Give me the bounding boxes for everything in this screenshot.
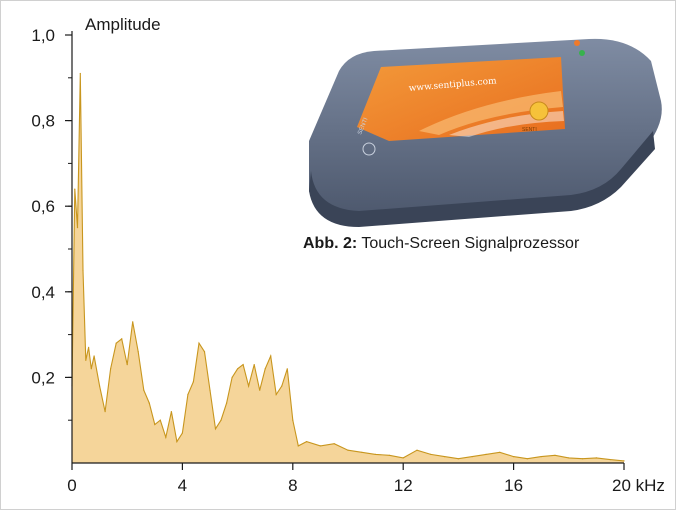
spectrum-point bbox=[623, 460, 625, 462]
spectrum-point bbox=[306, 441, 308, 443]
spectrum-point bbox=[115, 342, 117, 344]
spectrum-point bbox=[88, 346, 90, 348]
spectrum-point bbox=[126, 364, 128, 366]
y-tick-label: 0,2 bbox=[31, 368, 55, 387]
spectrum-point bbox=[485, 453, 487, 455]
spectrum-point bbox=[170, 411, 172, 413]
figure-caption: Abb. 2: Touch-Screen Signalprozessor bbox=[303, 235, 579, 253]
x-tick-label: 20 kHz bbox=[612, 476, 665, 495]
spectrum-point bbox=[375, 453, 377, 455]
spectrum-point bbox=[99, 385, 101, 387]
spectrum-point bbox=[595, 457, 598, 459]
spectrum-point bbox=[159, 419, 161, 421]
spectrum-point bbox=[319, 445, 321, 447]
spectrum-point bbox=[471, 456, 473, 458]
spectrum-point bbox=[154, 423, 156, 426]
spectrum-point bbox=[137, 351, 139, 353]
spectrum-point bbox=[93, 355, 95, 357]
spectrum-point bbox=[286, 368, 288, 370]
signal-processor-device-image: www.sentiplus.com SENTI SENTI bbox=[309, 38, 662, 227]
spectrum-point bbox=[388, 454, 390, 456]
caption-label: Abb. 2: bbox=[303, 235, 358, 252]
spectrum-point bbox=[187, 393, 189, 396]
spectrum-point bbox=[181, 432, 183, 434]
spectrum-point bbox=[121, 338, 123, 340]
spectrum-point bbox=[297, 445, 299, 447]
spectrum-point bbox=[237, 368, 239, 370]
spectrum-point bbox=[275, 393, 277, 396]
spectrum-point bbox=[192, 381, 194, 383]
spectrum-point bbox=[226, 402, 228, 404]
spectrum-point bbox=[248, 385, 250, 387]
y-tick-label: 0,6 bbox=[31, 197, 55, 216]
spectrum-point bbox=[79, 72, 81, 75]
spectrum-point bbox=[347, 449, 349, 451]
spectrum-area-0 bbox=[72, 73, 624, 463]
spectrum-point bbox=[270, 355, 272, 357]
spectrum-point bbox=[132, 321, 134, 323]
spectrum-point bbox=[526, 458, 529, 460]
spectrum-point bbox=[203, 351, 206, 353]
spectrum-line-0 bbox=[71, 73, 625, 462]
spectrum-point bbox=[264, 368, 266, 370]
spectrum-point bbox=[104, 411, 106, 413]
caption-text: Touch-Screen Signalprozessor bbox=[357, 235, 580, 252]
x-tick-label: 0 bbox=[67, 476, 76, 495]
y-tick-label: 0,8 bbox=[31, 112, 55, 131]
spectrum-point bbox=[198, 342, 200, 344]
y-tick-label: 1,0 bbox=[31, 26, 55, 45]
spectrum-point bbox=[220, 419, 222, 421]
spectrum-point bbox=[76, 227, 79, 229]
spectrum-point bbox=[513, 456, 515, 458]
spectrum-point bbox=[110, 368, 112, 370]
spectrum-point bbox=[85, 359, 87, 361]
spectrum-point bbox=[554, 454, 556, 456]
spectrum-point bbox=[281, 385, 283, 387]
spectrum-point bbox=[74, 188, 76, 190]
spectrum-point bbox=[214, 428, 217, 430]
spectrum-point bbox=[148, 402, 150, 404]
spectrum-point bbox=[402, 457, 404, 459]
spectrum-point bbox=[143, 389, 145, 391]
spectrum-point bbox=[430, 453, 432, 455]
spectrum-point bbox=[82, 269, 84, 271]
device-screen-brand: SENTI bbox=[522, 127, 537, 133]
y-tick-label: 0,4 bbox=[31, 283, 55, 302]
spectrum-point bbox=[242, 364, 244, 366]
spectrum-point bbox=[292, 419, 294, 421]
spectrum-point bbox=[457, 458, 459, 460]
x-tick-label: 8 bbox=[288, 476, 297, 495]
x-tick-label: 12 bbox=[394, 476, 413, 495]
spectrum-point bbox=[416, 449, 418, 451]
spectrum-point bbox=[90, 368, 92, 370]
spectrum-point bbox=[176, 441, 178, 443]
spectrum-point bbox=[444, 456, 446, 458]
spectrum-point bbox=[568, 457, 570, 459]
spectrum-point bbox=[499, 451, 501, 453]
spectrum-point bbox=[361, 451, 363, 453]
x-tick-label: 16 bbox=[504, 476, 523, 495]
spectrum-point bbox=[333, 443, 335, 445]
spectrum-point bbox=[540, 456, 542, 458]
spectrum-point bbox=[582, 458, 584, 460]
spectrum-point bbox=[209, 389, 211, 391]
spectrum-point bbox=[231, 376, 233, 378]
spectrum-point bbox=[259, 389, 261, 391]
spectrum-point bbox=[165, 436, 167, 438]
y-axis-label: Amplitude bbox=[85, 15, 161, 34]
spectrum-point bbox=[609, 459, 611, 461]
x-tick-label: 4 bbox=[178, 476, 187, 495]
spectrum-point bbox=[253, 364, 255, 366]
